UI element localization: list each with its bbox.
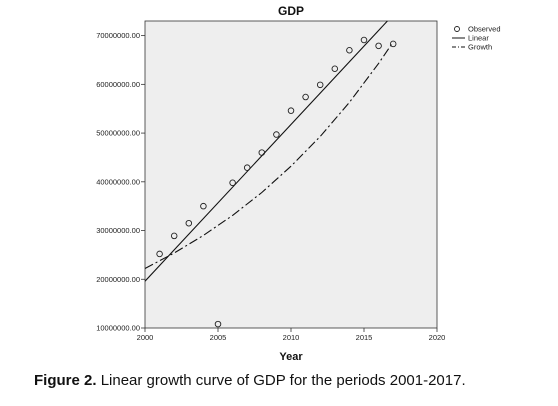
x-tick-label: 2005 xyxy=(210,333,227,342)
plot-content xyxy=(145,20,394,282)
y-tick-label: 70000000.00 xyxy=(96,31,140,40)
observed-point xyxy=(287,107,295,114)
legend-label-observed: Observed xyxy=(468,25,501,34)
y-tick-label: 10000000.00 xyxy=(96,324,140,333)
observed-point xyxy=(375,42,382,50)
caption-text: Linear growth curve of GDP for the perio… xyxy=(100,372,466,389)
plot-area xyxy=(144,20,438,329)
x-axis-title: Year xyxy=(279,351,303,363)
caption-label: Figure 2. xyxy=(34,372,97,389)
y-tick-label: 50000000.00 xyxy=(96,129,140,138)
x-tick-label: 2010 xyxy=(283,333,300,342)
observed-point xyxy=(346,46,353,54)
series-line-growth xyxy=(145,41,394,269)
x-tick-label: 2000 xyxy=(137,333,154,342)
observed-point xyxy=(214,320,222,328)
observed-point xyxy=(258,149,266,156)
y-tick-label: 60000000.00 xyxy=(96,80,140,89)
observed-point xyxy=(389,40,397,48)
observed-point xyxy=(200,202,207,210)
series-line-linear xyxy=(145,20,388,282)
figure-caption: Figure 2. Linear growth curve of GDP for… xyxy=(34,372,466,389)
y-tick-label: 40000000.00 xyxy=(96,177,140,186)
observed-point xyxy=(170,232,178,240)
x-tick-label: 2020 xyxy=(429,333,446,342)
observed-point xyxy=(243,164,251,171)
legend-label-growth: Growth xyxy=(468,43,492,52)
legend-label-linear: Linear xyxy=(468,34,489,43)
observed-point xyxy=(273,131,280,138)
x-tick-label: 2015 xyxy=(356,333,373,342)
observed-point xyxy=(156,250,163,258)
y-tick-label: 20000000.00 xyxy=(96,275,140,284)
y-tick-label: 30000000.00 xyxy=(96,226,140,235)
chart-title: GDP xyxy=(278,4,304,18)
observed-point xyxy=(185,219,193,227)
observed-point xyxy=(360,36,368,44)
observed-point xyxy=(331,65,339,73)
legend-marker-observed xyxy=(454,26,460,32)
observed-point xyxy=(302,93,309,101)
observed-point xyxy=(229,179,236,187)
observed-point xyxy=(316,81,324,89)
